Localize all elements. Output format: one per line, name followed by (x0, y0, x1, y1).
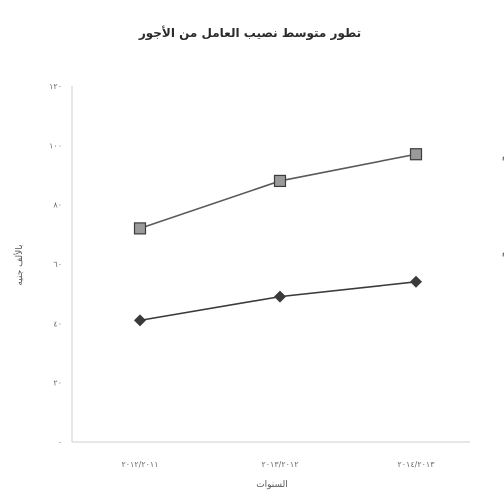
y-tick-label: ١٢٠ (49, 82, 62, 91)
y-tick-label: ٠ (58, 438, 62, 447)
series-layer: القطاع العام قطاع الأعمال العام (133, 148, 504, 327)
x-tick-label: ٢٠١٣/٢٠١٢ (261, 460, 298, 469)
data-point-marker (134, 314, 146, 327)
data-point-marker (133, 222, 147, 235)
data-point-marker (274, 290, 286, 303)
series-2: قطاع الأعمال العام (134, 244, 504, 327)
series-line (139, 281, 417, 322)
x-tick-label: ٢٠١٤/٢٠١٣ (397, 460, 435, 469)
data-point-marker (410, 275, 422, 288)
series-1: القطاع العام (133, 148, 504, 235)
series-line (139, 153, 417, 230)
y-tick-label: ٨٠ (53, 201, 62, 210)
data-point-marker (409, 148, 423, 161)
x-axis-label: السنوات (256, 480, 288, 490)
series-label: قطاع الأعمال العام (502, 244, 504, 257)
data-point-marker (273, 174, 287, 188)
y-axis-label: بالألف جنيه (13, 244, 25, 285)
y-tick-label: ٦٠ (53, 260, 62, 269)
y-tick-label: ٤٠ (53, 319, 62, 328)
y-tick-label: ١٠٠ (49, 141, 62, 150)
x-tick-label: ٢٠١٢/٢٠١١ (121, 460, 158, 469)
y-tick-labels: ٠ ٢٠ ٤٠ ٦٠ ٨٠ ١٠٠ ١٢٠ (49, 82, 62, 447)
y-tick-label: ٢٠ (53, 379, 62, 388)
x-tick-labels: ٢٠١٢/٢٠١١ ٢٠١٣/٢٠١٢ ٢٠١٤/٢٠١٣ (121, 460, 435, 469)
chart-title: تطور متوسط نصيب العامل من الأجور (138, 25, 361, 41)
series-label: القطاع العام (502, 150, 504, 161)
